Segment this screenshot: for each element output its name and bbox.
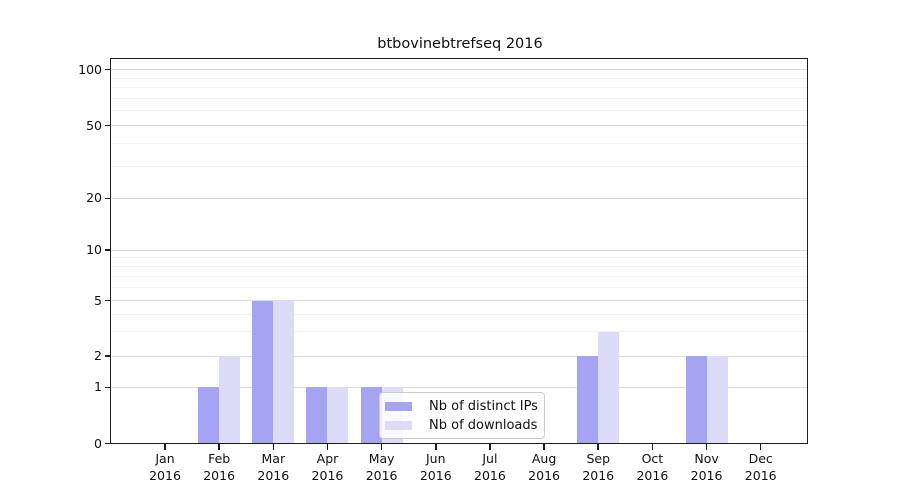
y-tick-mark [104, 442, 110, 445]
x-tick-label: Dec 2016 [744, 451, 777, 483]
chart-title: btbovinebtrefseq 2016 [377, 36, 543, 52]
x-tick-label: Feb 2016 [203, 451, 236, 483]
gridline-major [112, 355, 808, 357]
x-tick-label: Sep 2016 [582, 451, 615, 483]
x-tick-mark [489, 444, 491, 450]
x-tick-label: Jun 2016 [419, 451, 452, 483]
y-tick-label: 100 [78, 61, 102, 77]
x-tick-label: Apr 2016 [311, 451, 344, 483]
gridline-minor [112, 257, 808, 259]
gridline-minor [112, 313, 808, 315]
y-tick-label: 10 [86, 242, 102, 257]
bar-distinct-ips [360, 387, 382, 444]
legend-swatch-downloads [385, 420, 412, 430]
gridline-minor [112, 165, 808, 167]
gridline-major [112, 249, 808, 251]
x-tick-mark [705, 444, 708, 450]
y-tick-mark [104, 68, 110, 71]
bar-downloads [219, 356, 241, 444]
y-tick-label: 5 [94, 292, 102, 308]
gridline-major [112, 69, 808, 70]
x-tick-mark [380, 444, 383, 450]
y-tick-mark [104, 249, 110, 251]
gridline-minor [112, 77, 808, 79]
bar-distinct-ips [306, 387, 328, 444]
gridline-minor [112, 142, 808, 144]
y-tick-mark [104, 124, 110, 127]
x-tick-mark [272, 444, 275, 450]
bar-distinct-ips [685, 356, 707, 444]
legend-row-distinct-ips: Nb of distinct IPs [385, 398, 538, 414]
legend-label-downloads: Nb of downloads [429, 417, 538, 433]
gridline-minor [112, 331, 808, 333]
y-tick-mark [104, 386, 110, 389]
y-tick-mark [104, 299, 110, 302]
x-tick-mark [597, 444, 600, 450]
x-tick-label: Nov 2016 [690, 451, 723, 483]
bar-downloads [273, 300, 295, 444]
x-tick-label: Oct 2016 [636, 451, 669, 483]
y-tick-label: 1 [94, 379, 102, 395]
x-tick-label: Jul 2016 [474, 451, 506, 483]
bar-distinct-ips [252, 300, 274, 444]
legend-swatch-distinct-ips [385, 401, 412, 411]
legend-label-distinct-ips: Nb of distinct IPs [429, 398, 538, 414]
x-tick-mark [326, 444, 329, 450]
gridline-major [112, 197, 808, 199]
y-tick-label: 2 [94, 348, 102, 363]
legend-row-downloads: Nb of downloads [385, 417, 538, 433]
gridline-major [112, 125, 808, 127]
plot-border [110, 58, 808, 444]
x-tick-label: Aug 2016 [528, 451, 560, 483]
gridline-minor [112, 97, 808, 99]
gridline-minor [112, 286, 808, 288]
x-tick-mark [434, 444, 437, 450]
x-tick-label: Mar 2016 [257, 451, 290, 483]
gridline-minor [112, 275, 808, 277]
y-tick-label: 20 [86, 190, 102, 206]
y-tick-mark [104, 355, 110, 357]
bar-downloads [327, 387, 349, 444]
bar-distinct-ips [198, 387, 220, 444]
gridline-major [112, 300, 808, 302]
gridline-major [112, 386, 808, 388]
y-tick-label: 50 [86, 117, 102, 133]
y-tick-mark [104, 197, 110, 200]
bar-downloads [706, 356, 728, 444]
y-tick-label: 0 [94, 435, 102, 451]
gridline-minor [112, 87, 808, 89]
bar-downloads [598, 331, 620, 444]
x-tick-mark [164, 444, 166, 450]
x-tick-mark [543, 444, 545, 450]
legend: Nb of distinct IPs Nb of downloads [379, 392, 545, 439]
x-tick-mark [218, 444, 220, 450]
gridline-minor [112, 265, 808, 267]
x-tick-label: Jan 2016 [149, 451, 181, 483]
bar-distinct-ips [577, 356, 599, 444]
x-tick-mark [651, 444, 654, 450]
x-tick-mark [759, 444, 762, 450]
x-tick-label: May 2016 [365, 451, 398, 483]
gridline-minor [112, 110, 808, 112]
